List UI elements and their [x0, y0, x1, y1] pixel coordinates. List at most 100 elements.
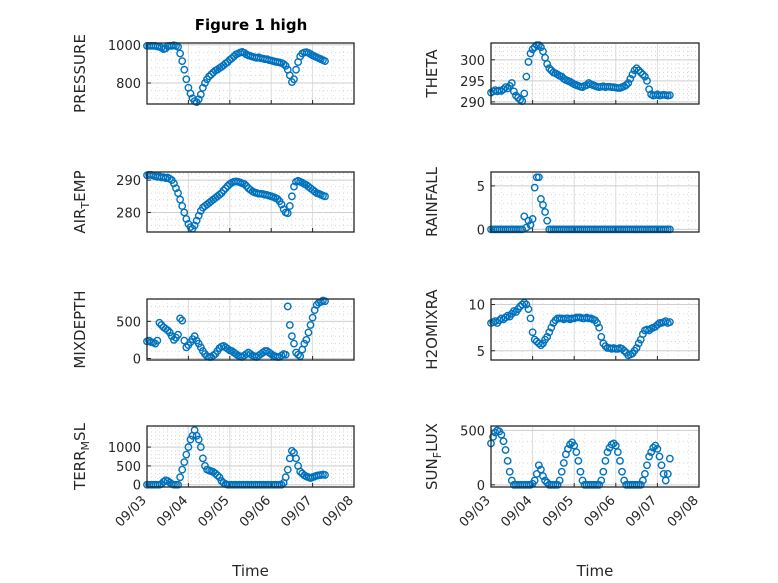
data-point	[207, 70, 216, 79]
data-point	[599, 467, 608, 476]
data-point	[497, 87, 506, 95]
y-tick-label: 300	[460, 54, 485, 69]
data-point	[497, 430, 506, 439]
axes-box	[146, 425, 355, 488]
data-point	[641, 72, 649, 81]
data-point	[273, 195, 282, 203]
y-axis-label: H2OMIXRA	[423, 289, 441, 370]
data-point	[501, 446, 510, 454]
data-point	[512, 91, 520, 100]
data-point	[638, 70, 647, 79]
data-point	[178, 316, 187, 325]
data-point	[321, 471, 329, 479]
data-point	[491, 317, 500, 326]
data-point	[564, 444, 572, 453]
panel-mixdepth: 0 500 MIXDEPTH	[71, 290, 355, 369]
data-point	[545, 328, 554, 337]
data-point	[661, 476, 670, 485]
data-point	[528, 215, 537, 223]
figure-title: Figure 1 high	[195, 16, 308, 34]
data-point	[570, 441, 579, 450]
data-point	[576, 467, 585, 476]
data-point	[661, 317, 670, 326]
data-point	[287, 332, 296, 341]
data-point	[534, 461, 543, 470]
data-point	[634, 66, 643, 75]
y-axis-label: AIRTEMP	[71, 170, 92, 233]
data-point	[499, 85, 508, 94]
data-point	[501, 313, 510, 322]
data-point	[541, 208, 549, 216]
data-point	[182, 75, 191, 84]
data-point	[178, 465, 187, 474]
data-point	[201, 462, 209, 470]
data-point	[613, 448, 622, 457]
axes-box	[146, 298, 355, 361]
data-point	[283, 465, 292, 474]
data-point	[518, 300, 527, 309]
data-point	[524, 58, 533, 66]
y-axis-label: TERRMSL	[71, 422, 92, 491]
y-axis-label: THETA	[423, 49, 441, 99]
data-point	[196, 443, 205, 451]
data-point	[489, 432, 497, 441]
data-point	[526, 314, 535, 323]
data-point	[665, 454, 674, 463]
data-point	[196, 90, 205, 99]
data-point	[176, 49, 185, 58]
data-point	[632, 344, 641, 352]
panel-air_temp: 280 290 AIRTEMP	[71, 170, 355, 234]
data-point	[306, 321, 315, 329]
data-point	[626, 74, 635, 83]
data-point	[555, 476, 564, 485]
axes-box	[490, 425, 700, 488]
y-axis-label: MIXDEPTH	[71, 290, 89, 368]
data-point	[182, 343, 191, 352]
data-point	[541, 476, 549, 485]
data-point	[281, 61, 290, 70]
y-axis-label: RAINFALL	[423, 166, 441, 237]
y-tick-label: 1000	[108, 39, 141, 54]
y-tick-label: 800	[116, 77, 141, 92]
panel-theta: 290 295 300 THETA	[423, 41, 700, 111]
data-point	[180, 458, 189, 467]
data-point	[292, 65, 300, 74]
data-point	[578, 476, 587, 485]
data-point	[503, 456, 512, 465]
data-point	[227, 54, 236, 63]
y-tick-label: 5	[477, 345, 485, 360]
panel-rainfall: 0 5 RAINFALL	[423, 166, 700, 238]
data-point	[178, 57, 187, 66]
data-point	[205, 72, 214, 81]
axes-box	[146, 171, 355, 233]
data-point	[495, 316, 504, 325]
data-point	[520, 89, 529, 98]
plot-area	[491, 43, 699, 104]
data-point	[557, 467, 566, 476]
data-point	[526, 49, 535, 58]
data-point	[657, 461, 666, 470]
data-point	[194, 95, 203, 104]
data-point	[636, 68, 645, 77]
data-point	[499, 437, 508, 446]
data-point	[593, 319, 601, 327]
data-point	[534, 41, 543, 50]
data-point	[574, 456, 583, 465]
data-point	[537, 43, 545, 52]
data-point	[659, 470, 668, 478]
data-point	[520, 212, 529, 221]
data-point	[163, 326, 172, 335]
data-point	[655, 452, 664, 461]
data-point	[537, 341, 545, 350]
data-point	[649, 443, 658, 452]
data-point	[547, 323, 556, 332]
data-point	[321, 192, 329, 201]
data-point	[285, 202, 294, 210]
data-point	[530, 476, 539, 485]
data-point	[611, 441, 620, 450]
y-tick-label: 0	[477, 223, 485, 238]
data-point	[290, 75, 298, 84]
y-tick-label: 500	[116, 315, 141, 330]
data-point	[653, 444, 662, 453]
